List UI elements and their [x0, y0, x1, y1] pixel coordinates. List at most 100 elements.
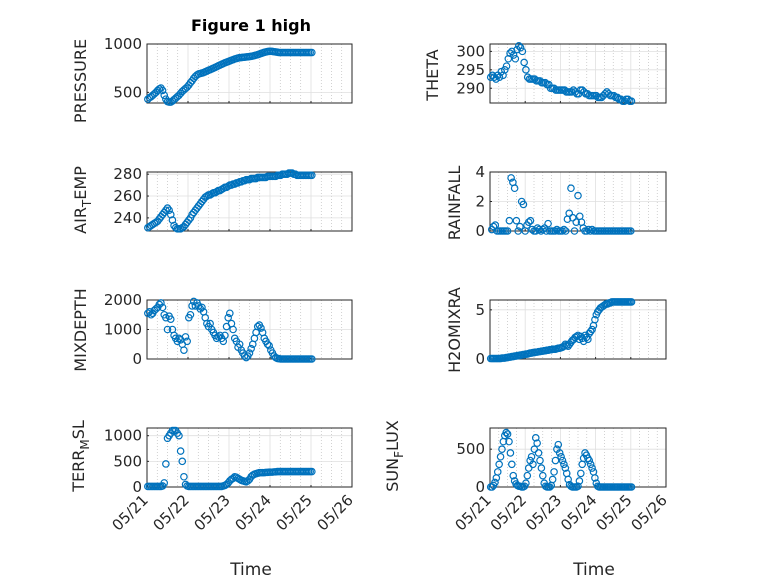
data-point [542, 227, 551, 235]
x-tick-label: 05/25 [592, 491, 635, 534]
ylabel-air-temp: AIRTEMP [71, 166, 94, 234]
data-point [520, 58, 528, 67]
data-point [516, 43, 525, 52]
y-tick-label: 240 [113, 209, 142, 227]
data-point [588, 225, 596, 234]
y-tick-label: 1000 [104, 427, 142, 445]
y-tick-label: 0 [475, 222, 485, 240]
data-point [271, 172, 280, 181]
data-point [180, 472, 188, 481]
data-point [577, 469, 585, 478]
data-point [514, 227, 522, 235]
data-point [586, 227, 595, 235]
data-point [502, 428, 510, 437]
y-tick-label: 500 [113, 452, 142, 470]
data-point [558, 227, 566, 235]
data-point [229, 325, 237, 334]
data-point [550, 468, 558, 476]
y-tick-label: 500 [113, 83, 142, 101]
data-point [176, 447, 185, 455]
data-point [178, 457, 187, 466]
data-point [536, 456, 544, 465]
data-point [157, 299, 165, 307]
data-point [564, 475, 572, 484]
plot-background [490, 300, 666, 359]
data-point [585, 456, 594, 465]
data-point [570, 227, 579, 235]
data-point [503, 430, 512, 438]
x-tick-label: 05/24 [557, 491, 600, 534]
data-point [553, 225, 561, 234]
data-point [500, 66, 509, 74]
data-point [574, 191, 582, 200]
data-point [498, 445, 506, 453]
data-point [163, 325, 172, 334]
data-point [166, 315, 175, 323]
x-tick-label: 05/23 [522, 491, 565, 534]
data-point [163, 204, 172, 212]
data-point [240, 176, 249, 185]
data-point [506, 449, 515, 457]
data-point [538, 471, 547, 480]
data-point [245, 349, 254, 357]
figure-title: Figure 1 high [191, 16, 311, 35]
ylabel-rainfall: RAINFALL [445, 166, 464, 241]
x-tick-label: 05/21 [452, 491, 495, 534]
y-tick-label: 260 [113, 187, 142, 205]
data-point [551, 456, 560, 465]
ylabel-h2omixra: H2OMIXRA [445, 287, 464, 373]
data-point [158, 86, 167, 95]
data-point [527, 452, 536, 461]
plot-area-h2omixra: 05 [475, 298, 667, 368]
data-point [491, 478, 499, 487]
data-point [522, 66, 530, 74]
y-tick-label: 290 [456, 79, 485, 97]
ylabel-sun-flux: SUNFLUX [383, 420, 406, 492]
data-point [496, 452, 505, 461]
data-point [528, 225, 537, 234]
data-point [567, 184, 575, 193]
data-point [561, 464, 570, 472]
data-point [537, 464, 546, 472]
y-tick-label: 2 [475, 193, 485, 211]
y-tick-label: 1000 [104, 35, 142, 53]
data-point [555, 449, 564, 457]
data-point [588, 325, 596, 334]
data-point [574, 482, 582, 491]
plot-area-pressure: 500 1000 [104, 35, 353, 106]
axes-box [146, 171, 353, 232]
data-point [515, 42, 523, 50]
subplot-mixdepth: MIXDEPTH 0 1000 2000 [71, 288, 353, 372]
plot-area-rainfall: 0 2 4 [475, 163, 667, 240]
data-point [627, 298, 636, 306]
data-point [175, 431, 183, 440]
data-point [165, 206, 173, 215]
data-point [558, 456, 567, 465]
data-point [561, 227, 570, 235]
data-point [548, 475, 557, 484]
data-point [538, 225, 547, 234]
y-tick-label: 280 [113, 165, 142, 183]
data-point [257, 324, 265, 332]
data-point [518, 47, 527, 56]
data-point [162, 206, 170, 215]
subplot-pressure: PRESSURE 500 1000 [71, 35, 353, 123]
y-tick-label: 500 [456, 440, 485, 458]
data-point [247, 344, 255, 353]
y-tick-label: 300 [456, 42, 485, 60]
subplot-h2omixra: H2OMIXRA 05 [445, 287, 667, 373]
plot-area-terr-msl: 0 500 1000 [104, 427, 353, 496]
x-axis-label-left: Time [229, 560, 272, 580]
data-point [512, 216, 521, 225]
data-point [586, 327, 595, 336]
y-tick-label: 0 [132, 350, 142, 368]
data-point [627, 483, 636, 491]
x-tick-label: 05/22 [487, 491, 530, 534]
data-point [523, 471, 532, 480]
subplot-air-temp: AIRTEMP 240 260 280 [71, 165, 353, 234]
data-point [551, 227, 559, 235]
ylabel-theta: THETA [423, 49, 442, 101]
data-point [183, 337, 191, 346]
